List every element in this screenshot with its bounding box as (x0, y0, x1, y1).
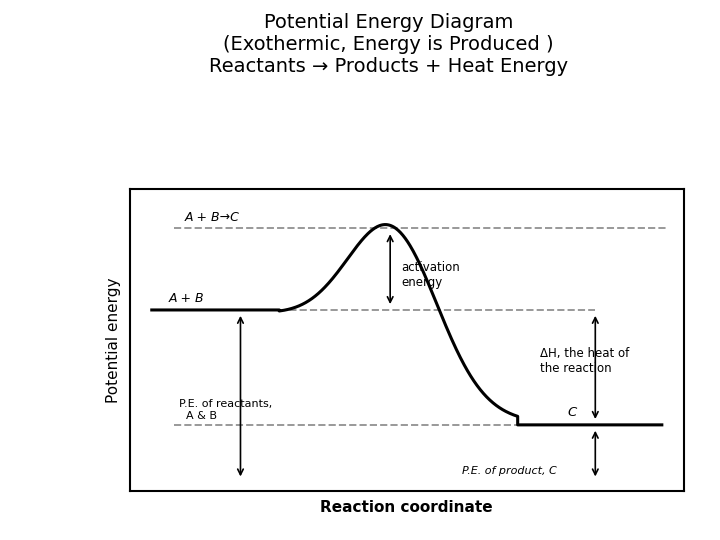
Y-axis label: Potential energy: Potential energy (107, 278, 121, 403)
X-axis label: Reaction coordinate: Reaction coordinate (320, 500, 493, 515)
Text: ΔH, the heat of
the reaction: ΔH, the heat of the reaction (540, 347, 629, 375)
Text: (Exothermic, Energy is Produced ): (Exothermic, Energy is Produced ) (223, 35, 554, 54)
Text: Reactants → Products + Heat Energy: Reactants → Products + Heat Energy (210, 57, 568, 76)
Text: C: C (567, 406, 577, 419)
Text: P.E. of product, C: P.E. of product, C (462, 466, 557, 476)
Text: activation
energy: activation energy (401, 261, 460, 289)
Text: A + B: A + B (168, 292, 204, 306)
Text: P.E. of reactants,
  A & B: P.E. of reactants, A & B (179, 399, 273, 421)
Text: Potential Energy Diagram: Potential Energy Diagram (264, 14, 513, 32)
Text: A + B→C: A + B→C (185, 211, 240, 224)
